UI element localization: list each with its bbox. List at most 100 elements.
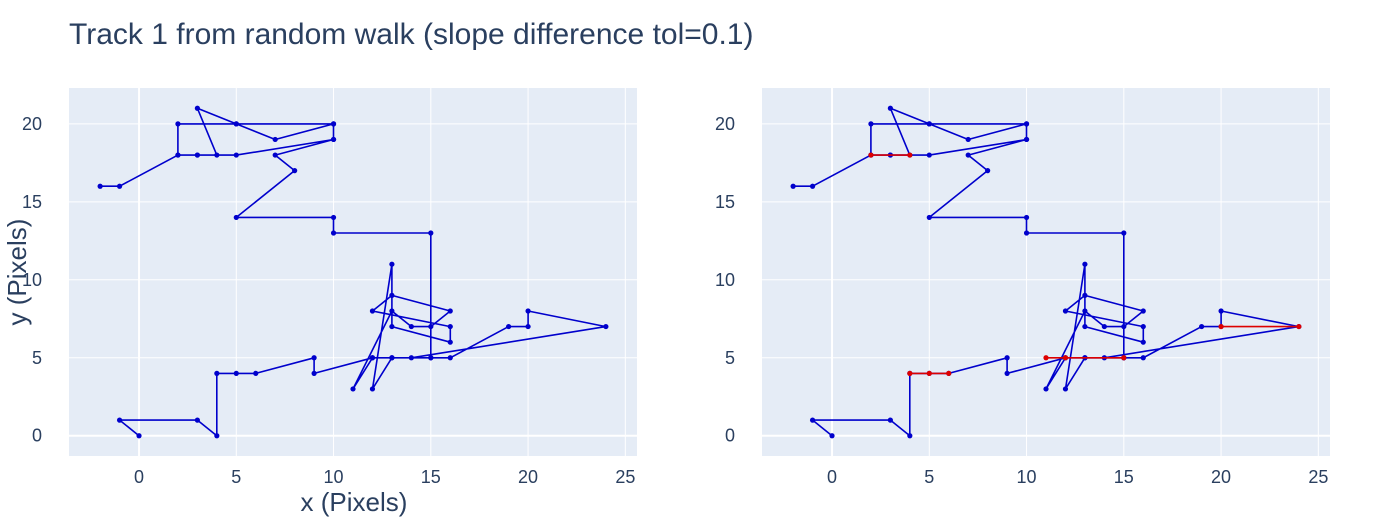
highlight-point	[907, 152, 913, 158]
track-point	[985, 168, 991, 174]
track-point	[408, 355, 414, 361]
track-point	[1121, 230, 1127, 236]
x-tick-label: 15	[421, 467, 441, 487]
track-point	[214, 152, 220, 158]
highlight-point	[926, 370, 932, 376]
track-point	[887, 105, 893, 111]
track-point	[1004, 370, 1010, 376]
x-tick-label: 20	[1211, 467, 1231, 487]
subplot-2: 0 5 10 15 20 25 0 5 10 15 20	[715, 88, 1330, 487]
track-point	[447, 355, 453, 361]
highlight-point	[1296, 323, 1302, 330]
track-point	[790, 183, 796, 189]
track-point	[136, 433, 142, 439]
track-point	[965, 136, 971, 143]
track-point	[369, 355, 376, 361]
x-tick-label: 25	[1308, 467, 1328, 487]
track-point	[233, 370, 239, 376]
track-point	[369, 308, 376, 314]
track-point	[175, 121, 181, 127]
track-point	[350, 386, 356, 392]
x-tick-label: 0	[134, 467, 144, 487]
y-tick-label: 5	[32, 348, 42, 368]
y-tick-label: 10	[22, 270, 42, 290]
track-point	[389, 323, 395, 330]
track-point	[311, 355, 317, 361]
track-point	[887, 417, 893, 423]
chart-title: Track 1 from random walk (slope differen…	[69, 18, 753, 51]
track-point	[233, 214, 239, 221]
track-line	[100, 107, 607, 437]
track-point	[116, 417, 123, 423]
plot-area	[69, 88, 637, 456]
track-point	[233, 121, 239, 127]
subplot-1: 0 5 10 15 20 25 0 5 10 15 20	[22, 88, 637, 487]
track-point	[428, 355, 434, 361]
track-point	[1023, 136, 1030, 143]
track-point	[330, 214, 337, 221]
track-point	[1082, 292, 1088, 298]
track-point	[1140, 339, 1146, 345]
y-tick-label: 20	[715, 114, 735, 134]
track-point	[1218, 308, 1224, 314]
x-tick-label: 20	[518, 467, 538, 487]
y-tick-label: 15	[715, 192, 735, 212]
y-tick-label: 10	[715, 270, 735, 290]
plot-area	[762, 88, 1330, 456]
track-point	[907, 433, 913, 439]
track-point	[389, 308, 395, 314]
track-point	[1023, 230, 1030, 236]
track-point	[926, 214, 932, 221]
track-point	[194, 417, 200, 423]
highlight-point	[868, 152, 874, 158]
y-tick-label: 15	[22, 192, 42, 212]
highlight-point	[946, 370, 952, 376]
x-axis-title: x (Pixels)	[301, 487, 408, 517]
y-tick-label: 0	[725, 426, 735, 446]
track-point	[389, 261, 395, 267]
track-point	[506, 323, 512, 330]
highlight-point	[1218, 323, 1224, 330]
track-point	[369, 386, 376, 392]
x-tick-label: 5	[924, 467, 934, 487]
track-point	[214, 433, 220, 439]
x-tick-label: 15	[1114, 467, 1134, 487]
track-point	[330, 230, 337, 236]
x-tick-label: 25	[615, 467, 635, 487]
track-point	[389, 292, 395, 298]
track-point	[447, 339, 453, 345]
track-point	[1082, 308, 1088, 314]
track-point	[1043, 386, 1049, 392]
track-point	[1023, 121, 1030, 127]
track-point	[292, 168, 298, 174]
track-point	[447, 308, 453, 314]
track-point	[525, 308, 531, 314]
track-point	[1004, 355, 1010, 361]
track-point	[1140, 355, 1146, 361]
y-tick-label: 0	[32, 426, 42, 446]
track-point	[233, 152, 239, 158]
highlight-point	[1043, 355, 1049, 361]
track-point	[214, 370, 220, 376]
track-point	[809, 417, 816, 423]
track-point	[868, 121, 874, 127]
track-point	[809, 183, 816, 189]
track-point	[603, 323, 609, 330]
track-point	[116, 183, 123, 189]
track-point	[1140, 323, 1146, 330]
track-point	[97, 183, 103, 189]
track-point	[1023, 214, 1030, 221]
x-tick-label: 0	[827, 467, 837, 487]
y-axis-title: y (Pixels)	[2, 219, 32, 326]
track-point	[829, 433, 835, 439]
track-point	[272, 136, 278, 143]
track-point	[447, 323, 453, 330]
track-point	[428, 230, 434, 236]
track-point	[330, 136, 337, 143]
y-tick-label: 20	[22, 114, 42, 134]
track-point	[1082, 261, 1088, 267]
track-point	[1062, 386, 1069, 392]
track-point	[272, 152, 278, 158]
